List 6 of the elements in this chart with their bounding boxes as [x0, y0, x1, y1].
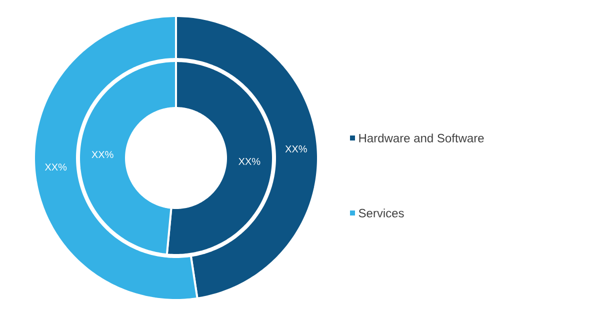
data-label: XX%	[285, 145, 307, 152]
data-label: XX%	[44, 164, 67, 171]
legend-label: Services	[358, 208, 404, 218]
data-label: XX%	[238, 158, 260, 165]
data-label: XX%	[92, 151, 114, 158]
legend-label: Hardware and Software	[359, 134, 484, 142]
